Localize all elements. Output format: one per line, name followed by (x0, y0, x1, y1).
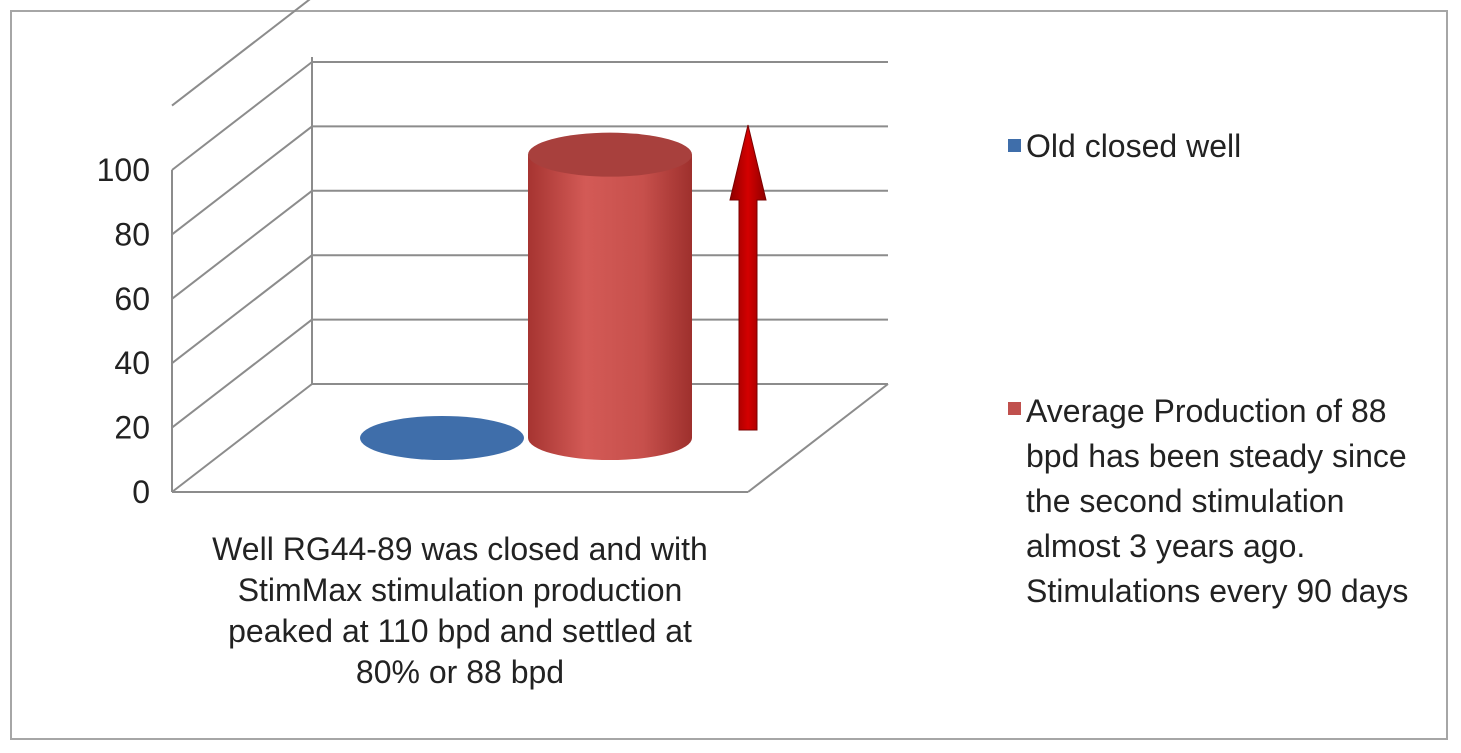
y-tick-labels: 0 20 40 60 80 100 (97, 152, 150, 510)
bar-cylinder-body (528, 154, 692, 460)
gridline-side-80 (171, 125, 313, 236)
legend-item-average-production: Average Production of 88 bpd has been ste… (1008, 393, 1408, 609)
legend-label: Old closed well (1026, 128, 1241, 164)
category-label-line: peaked at 110 bpd and settled at (228, 613, 692, 649)
gridline-side-100 (171, 61, 313, 171)
gridline-side-0 (171, 383, 313, 493)
floor-right-edge (747, 383, 889, 493)
y-tick-label: 100 (97, 152, 150, 188)
category-label-line: Well RG44-89 was closed and with (212, 531, 708, 567)
legend-swatch (1008, 402, 1021, 415)
y-tick-label: 80 (114, 216, 150, 252)
legend-item-old-closed-well: Old closed well (1008, 128, 1241, 164)
category-label-line: 80% or 88 bpd (356, 654, 564, 690)
bars (360, 132, 692, 460)
up-arrow-icon (729, 124, 767, 431)
bar-base-ellipse (360, 416, 524, 460)
gridline-side-60 (171, 190, 313, 300)
legend-label-line: almost 3 years ago. (1026, 528, 1305, 564)
x-category-label: Well RG44-89 was closed and with StimMax … (212, 531, 708, 690)
legend-label-line: Stimulations every 90 days (1026, 573, 1408, 609)
legend-label-line: the second stimulation (1026, 483, 1344, 519)
chart-walls (171, 57, 889, 493)
legend-label-line: Average Production of 88 (1026, 393, 1387, 429)
y-tick-label: 20 (114, 410, 150, 446)
bar-old-closed-well (360, 416, 524, 460)
category-label-line: StimMax stimulation production (238, 572, 683, 608)
annotation (729, 124, 767, 431)
bar-average-production (528, 132, 692, 460)
y-tick-label: 0 (132, 474, 150, 510)
y-tick-label: 40 (114, 345, 150, 381)
y-tick-label: 60 (114, 281, 150, 317)
gridline-side-120 (171, 0, 311, 107)
gridline-side-40 (171, 254, 313, 364)
legend-swatch (1008, 139, 1021, 152)
legend: Old closed well Average Production of 88 b… (1008, 128, 1408, 609)
legend-label-line: bpd has been steady since (1026, 438, 1407, 474)
gridline-side-20 (171, 318, 313, 429)
chart-frame (10, 10, 1448, 740)
bar-cylinder-top (528, 132, 692, 177)
